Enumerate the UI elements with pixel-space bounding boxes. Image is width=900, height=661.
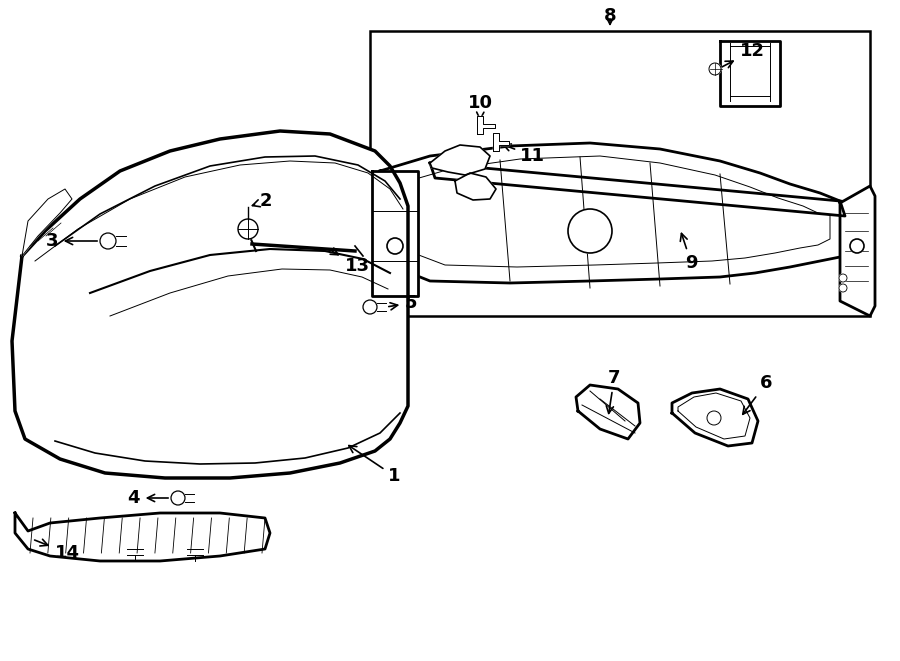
Polygon shape (430, 163, 845, 216)
Polygon shape (477, 116, 495, 134)
Circle shape (171, 491, 185, 505)
Circle shape (839, 274, 847, 282)
Text: 14: 14 (34, 539, 80, 562)
Text: 4: 4 (128, 489, 168, 507)
Polygon shape (672, 389, 758, 446)
Text: 8: 8 (604, 7, 617, 25)
Polygon shape (576, 385, 640, 439)
Circle shape (709, 63, 721, 75)
Polygon shape (430, 145, 490, 175)
Circle shape (850, 239, 864, 253)
Polygon shape (22, 189, 72, 256)
Polygon shape (12, 131, 408, 478)
Text: 7: 7 (607, 369, 620, 413)
Polygon shape (840, 186, 875, 316)
Text: 6: 6 (742, 374, 772, 414)
Circle shape (238, 219, 258, 239)
Circle shape (707, 411, 721, 425)
Polygon shape (15, 513, 270, 561)
Polygon shape (720, 41, 780, 106)
Polygon shape (455, 173, 496, 200)
Circle shape (839, 284, 847, 292)
Text: 10: 10 (468, 94, 493, 120)
Text: 9: 9 (680, 233, 698, 272)
Text: 11: 11 (503, 144, 545, 165)
Text: 13: 13 (330, 248, 370, 275)
Polygon shape (380, 143, 855, 283)
Circle shape (568, 209, 612, 253)
Text: 5: 5 (389, 294, 418, 312)
Polygon shape (493, 133, 509, 151)
Text: 12: 12 (721, 42, 765, 67)
Text: 3: 3 (46, 232, 97, 250)
Bar (370, 31, 870, 316)
Circle shape (100, 233, 116, 249)
Polygon shape (372, 171, 418, 296)
Circle shape (363, 300, 377, 314)
Text: 1: 1 (349, 446, 400, 485)
Circle shape (387, 238, 403, 254)
Text: 2: 2 (252, 192, 273, 210)
